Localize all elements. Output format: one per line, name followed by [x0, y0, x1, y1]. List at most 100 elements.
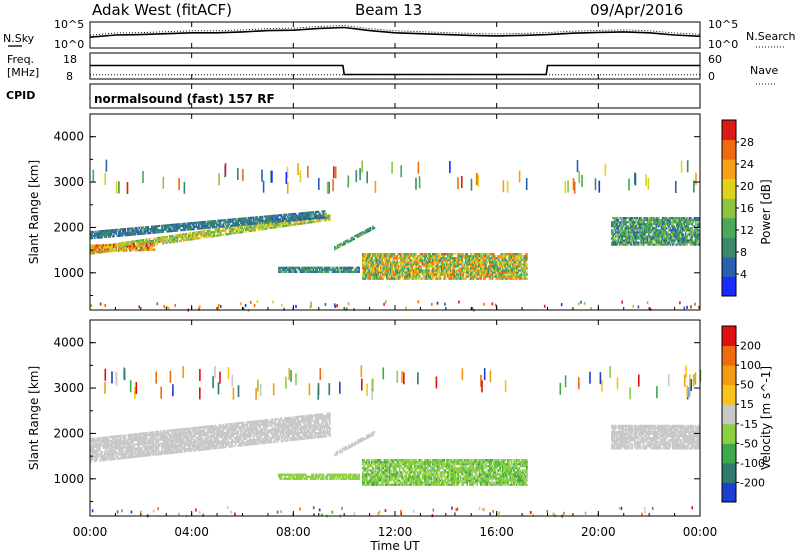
- heatmap-cell: [297, 163, 299, 176]
- heatmap-cell: [386, 253, 388, 256]
- heatmap-cell: [161, 446, 163, 449]
- heatmap-cell: [194, 426, 196, 429]
- heatmap-cell: [209, 235, 212, 238]
- heatmap-cell: [153, 445, 156, 448]
- heatmap-cell: [119, 441, 121, 444]
- heatmap-cell: [383, 263, 386, 266]
- heatmap-cell: [317, 216, 320, 220]
- heatmap-cell: [294, 218, 297, 222]
- heatmap-cell: [110, 248, 113, 251]
- heatmap-cell: [140, 249, 143, 252]
- heatmap-cell: [206, 441, 209, 444]
- heatmap-cell: [334, 270, 336, 273]
- heatmap-cell: [369, 227, 372, 230]
- heatmap-cell: [219, 221, 222, 224]
- heatmap-cell: [138, 242, 141, 246]
- heatmap-cell: [97, 236, 100, 239]
- heatmap-cell: [627, 233, 630, 236]
- heatmap-cell: [318, 212, 321, 215]
- heatmap-cell: [693, 235, 696, 238]
- heatmap-cell: [178, 178, 180, 191]
- heatmap-cell: [228, 232, 231, 235]
- heatmap-cell: [147, 442, 149, 445]
- heatmap-cell: [309, 270, 312, 273]
- heatmap-cell: [154, 445, 157, 448]
- heatmap-cell: [393, 255, 396, 258]
- heatmap-cell: [468, 277, 471, 280]
- heatmap-cell: [583, 301, 586, 305]
- heatmap-cell: [388, 257, 391, 260]
- heatmap-cell: [442, 257, 444, 260]
- heatmap-cell: [598, 180, 601, 193]
- heatmap-cell: [661, 221, 664, 224]
- heatmap-cell: [625, 239, 627, 242]
- heatmap-cell: [459, 257, 462, 260]
- heatmap-cell: [237, 227, 240, 230]
- heatmap-cell: [191, 447, 194, 450]
- heatmap-cell: [147, 454, 149, 457]
- heatmap-cell: [614, 217, 617, 220]
- heatmap-cell: [163, 442, 166, 445]
- heatmap-cell: [137, 439, 139, 442]
- heatmap-cell: [630, 239, 632, 242]
- heatmap-cell: [375, 257, 378, 260]
- heatmap-cell: [210, 235, 213, 238]
- heatmap-cell: [374, 263, 377, 266]
- heatmap-cell: [266, 227, 269, 230]
- heatmap-cell: [613, 223, 616, 226]
- heatmap-cell: [243, 223, 246, 226]
- heatmap-cell: [118, 181, 120, 194]
- heatmap-cell: [106, 442, 109, 445]
- heatmap-cell: [199, 221, 202, 224]
- heatmap-cell: [687, 225, 690, 228]
- heatmap-cell: [184, 436, 186, 439]
- colorbar-swatch: [722, 178, 736, 199]
- heatmap-cell: [429, 265, 432, 268]
- heatmap-cell: [402, 277, 405, 280]
- heatmap-cell: [186, 222, 189, 225]
- heatmap-cell: [130, 229, 133, 232]
- heatmap-cell: [522, 267, 524, 270]
- heatmap-cell: [210, 231, 213, 234]
- heatmap-cell: [331, 266, 334, 269]
- heatmap-cell: [515, 257, 518, 260]
- heatmap-cell: [400, 269, 402, 272]
- heatmap-cell: [645, 229, 648, 232]
- heatmap-cell: [93, 250, 96, 253]
- heatmap-cell: [655, 225, 658, 228]
- heatmap-cell: [622, 235, 625, 238]
- heatmap-cell: [637, 223, 640, 226]
- heatmap-cell: [266, 223, 269, 226]
- heatmap-cell: [93, 449, 96, 452]
- heatmap-cell: [687, 227, 690, 230]
- heatmap-cell: [196, 440, 199, 443]
- heatmap-cell: [149, 242, 152, 245]
- heatmap-cell: [118, 457, 120, 460]
- heatmap-cell: [229, 220, 232, 223]
- heatmap-cell: [456, 263, 458, 266]
- heatmap-cell: [187, 427, 190, 430]
- heatmap-cell: [395, 263, 397, 266]
- heatmap-cell: [640, 235, 643, 238]
- heatmap-cell: [411, 261, 414, 264]
- heatmap-cell: [633, 223, 636, 226]
- heatmap-cell: [166, 452, 168, 455]
- heatmap-cell: [654, 233, 657, 236]
- heatmap-cell: [304, 266, 307, 269]
- heatmap-cell: [172, 240, 175, 243]
- heatmap-cell: [180, 225, 182, 228]
- heatmap-cell: [110, 246, 113, 249]
- heatmap-cell: [411, 275, 414, 278]
- heatmap-cell: [115, 181, 118, 194]
- heatmap-cell: [92, 244, 95, 247]
- heatmap-cell: [184, 448, 186, 451]
- heatmap-cell: [304, 268, 307, 271]
- heatmap-cell: [485, 261, 487, 264]
- heatmap-cell: [139, 434, 142, 437]
- heatmap-cell: [106, 250, 109, 253]
- heatmap-cell: [289, 213, 292, 216]
- heatmap-cell: [90, 237, 92, 240]
- heatmap-cell: [667, 241, 669, 244]
- heatmap-cell: [617, 225, 620, 228]
- heatmap-cell: [312, 217, 315, 220]
